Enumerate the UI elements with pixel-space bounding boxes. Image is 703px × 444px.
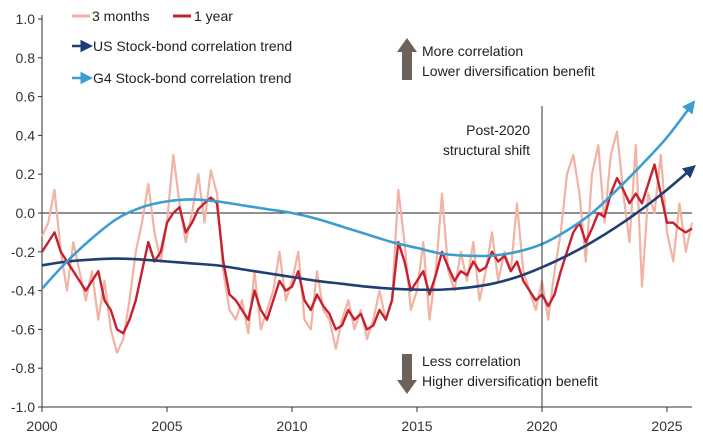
post-2020-label-line-1: Post-2020 [466, 122, 530, 138]
y-tick-label: 0.0 [16, 205, 36, 221]
more-correlation-annotation: More correlation Lower diversification b… [397, 38, 595, 80]
y-tick-label: -0.4 [11, 283, 35, 299]
series-layer [40, 100, 696, 354]
legend: 3 months 1 year US Stock-bond correlatio… [72, 8, 292, 86]
more-correlation-text: More correlation [422, 43, 523, 59]
legend-label-g4-trend: G4 Stock-bond correlation trend [93, 70, 291, 86]
down-arrow-icon [397, 354, 417, 394]
lower-diversification-text: Lower diversification benefit [422, 63, 595, 79]
higher-diversification-text: Higher diversification benefit [422, 373, 598, 389]
annotation-layer: Post-2020 structural shift More correlat… [397, 38, 598, 407]
y-tick-label: 0.2 [16, 166, 36, 182]
y-tick-label: 0.8 [16, 50, 36, 66]
x-tick-label: 2020 [526, 418, 557, 434]
y-tick-label: 0.4 [16, 127, 36, 143]
series-us-trend-line [41, 165, 696, 292]
legend-label-3-months: 3 months [92, 8, 150, 24]
legend-label-us-trend: US Stock-bond correlation trend [93, 38, 292, 54]
legend-item-g4-trend: G4 Stock-bond correlation trend [72, 70, 291, 86]
y-tick-label: -0.8 [11, 360, 35, 376]
x-tick-label: 2010 [276, 418, 307, 434]
y-tick-label: 1.0 [16, 11, 36, 27]
post-2020-label-line-2: structural shift [443, 142, 530, 158]
x-tick-label: 2025 [651, 418, 682, 434]
x-tick-label: 2005 [151, 418, 182, 434]
less-correlation-text: Less correlation [422, 353, 521, 369]
legend-item-3-months: 3 months [72, 8, 150, 24]
y-tick-label: 0.6 [16, 89, 36, 105]
less-correlation-annotation: Less correlation Higher diversification … [397, 353, 598, 394]
x-tick-label: 2015 [401, 418, 432, 434]
legend-item-1-year: 1 year [173, 8, 233, 24]
y-tick-label: -1.0 [11, 399, 35, 415]
series-1-year-line [40, 163, 693, 335]
y-tick-label: -0.2 [11, 244, 35, 260]
up-arrow-icon [397, 38, 417, 80]
axis-layer: 1.0 0.8 0.6 0.4 0.2 0.0 -0.2 -0.4 -0.6 -0.8 -1.0 20… [11, 11, 692, 434]
x-tick-label: 2000 [26, 418, 57, 434]
y-tick-label: -0.6 [11, 321, 35, 337]
series-g4-trend-line [41, 100, 696, 290]
legend-item-us-trend: US Stock-bond correlation trend [72, 38, 292, 54]
legend-label-1-year: 1 year [194, 8, 233, 24]
